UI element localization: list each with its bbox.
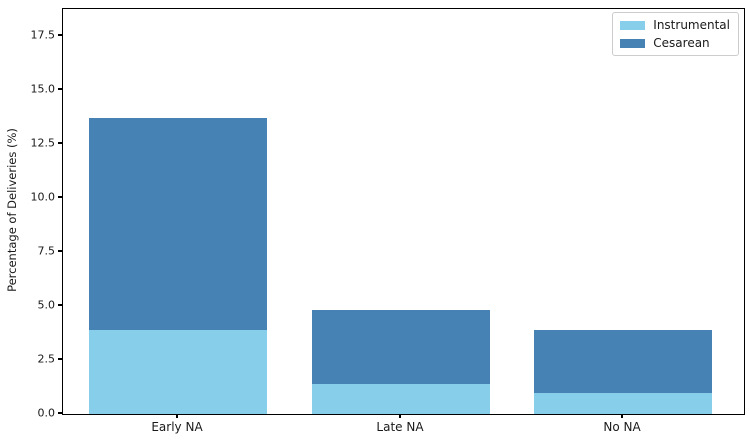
- plot-area: Instrumental Cesarean: [62, 8, 745, 415]
- x-tick-label-no-na: No NA: [603, 420, 641, 434]
- y-axis-label: Percentage of Deliveries (%): [5, 128, 19, 292]
- bar-group-no-na: [534, 329, 712, 414]
- y-tick-mark: [58, 34, 62, 36]
- y-tick-mark: [58, 250, 62, 252]
- bar-early-na-instrumental: [89, 329, 267, 414]
- y-tick-mark: [58, 358, 62, 360]
- bar-early-na-cesarean: [89, 118, 267, 330]
- y-tick-label-10-0: 10.0: [30, 190, 56, 204]
- bars-layer: [63, 9, 744, 414]
- legend-swatch-cesarean: [620, 38, 646, 48]
- y-tick-label-15-0: 15.0: [30, 82, 56, 96]
- y-tick-label-7-5: 7.5: [37, 244, 56, 258]
- x-tick-mark: [176, 414, 178, 418]
- y-tick-label-2-5: 2.5: [37, 352, 56, 366]
- y-tick-mark: [58, 196, 62, 198]
- bar-group-early-na: [89, 118, 267, 414]
- y-tick-mark: [58, 142, 62, 144]
- y-tick-mark: [58, 412, 62, 414]
- bar-no-na-cesarean: [534, 329, 712, 394]
- x-tick-mark: [621, 414, 623, 418]
- legend-item-cesarean: Cesarean: [620, 36, 730, 50]
- x-tick-label-late-na: Late NA: [376, 420, 424, 434]
- legend-label-cesarean: Cesarean: [653, 36, 710, 50]
- legend-label-instrumental: Instrumental: [653, 18, 730, 32]
- x-tick-mark: [399, 414, 401, 418]
- bar-late-na-instrumental: [312, 383, 490, 414]
- y-tick-label-5-0: 5.0: [37, 298, 56, 312]
- x-tick-label-early-na: Early NA: [151, 420, 203, 434]
- y-tick-label-17-5: 17.5: [30, 28, 56, 42]
- y-tick-label-0-0: 0.0: [37, 406, 56, 420]
- bar-no-na-instrumental: [534, 393, 712, 414]
- bar-late-na-cesarean: [312, 310, 490, 384]
- y-tick-mark: [58, 304, 62, 306]
- y-tick-label-12-5: 12.5: [30, 136, 56, 150]
- legend-item-instrumental: Instrumental: [620, 18, 730, 32]
- y-tick-mark: [58, 88, 62, 90]
- legend: Instrumental Cesarean: [612, 12, 739, 56]
- legend-swatch-instrumental: [620, 20, 646, 30]
- bar-group-late-na: [312, 310, 490, 414]
